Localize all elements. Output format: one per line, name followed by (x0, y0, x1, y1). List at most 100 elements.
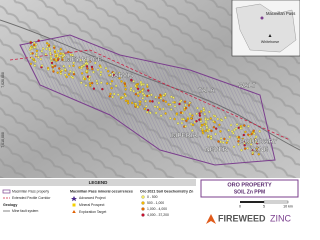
soil-sample (88, 75, 91, 78)
soil-sample (32, 58, 35, 61)
soil-sample (130, 101, 134, 105)
soil-sample (173, 105, 177, 108)
scale-segment (240, 201, 264, 203)
soil-sample (203, 112, 207, 116)
place-label: IMPERIAL (170, 133, 201, 140)
soil-sample (184, 103, 187, 107)
coordinate-label: 7,020,000 (1, 72, 5, 88)
soil-sample (99, 73, 102, 76)
map-page: LIMEY RIDGE JARVIS TALA WALT IMPERIAL NE… (0, 0, 300, 224)
legend-item: Advanced Project (79, 196, 106, 200)
soil-sample (219, 140, 222, 144)
soil-sample (198, 114, 202, 117)
soil-sample (180, 121, 184, 125)
soil-sample (179, 111, 183, 114)
soil-sample (55, 59, 58, 62)
soil-sample (184, 106, 188, 110)
legend-symbol (71, 196, 77, 202)
soil-sample (146, 110, 149, 114)
soil-sample (146, 108, 150, 112)
soil-sample (139, 90, 142, 94)
soil-sample (164, 112, 167, 115)
soil-sample (123, 82, 127, 86)
soil-sample (79, 59, 82, 62)
soil-sample (41, 47, 45, 50)
soil-sample (255, 146, 258, 150)
soil-sample (33, 64, 36, 67)
inset-label: Macmillan Pass (266, 11, 295, 16)
soil-sample (143, 94, 146, 97)
soil-sample (91, 67, 94, 71)
soil-sample (67, 73, 71, 76)
soil-sample (84, 84, 88, 87)
soil-sample (136, 105, 139, 109)
soil-sample (51, 66, 54, 69)
soil-sample (219, 130, 222, 133)
scale-label: 0 (239, 204, 241, 208)
soil-sample (243, 147, 247, 150)
soil-sample (100, 81, 103, 84)
soil-sample (251, 131, 254, 134)
soil-sample (106, 82, 109, 85)
title-frame (200, 179, 299, 198)
soil-sample (117, 93, 120, 96)
soil-sample (240, 149, 243, 152)
legend-symbol (141, 195, 145, 199)
soil-sample (72, 71, 75, 74)
soil-sample (80, 72, 84, 75)
soil-sample (114, 84, 118, 88)
soil-sample (170, 108, 173, 111)
soil-sample (134, 93, 137, 96)
soil-sample (107, 70, 110, 73)
place-label: WALT (238, 83, 256, 90)
soil-sample (206, 130, 210, 133)
soil-sample (109, 82, 112, 86)
soil-sample (183, 100, 187, 103)
soil-sample (29, 41, 32, 44)
soil-sample (224, 116, 227, 119)
soil-sample (237, 136, 241, 139)
soil-sample (45, 47, 48, 51)
legend-swatch (2, 189, 11, 194)
soil-sample (68, 64, 71, 68)
logo-mark (206, 214, 216, 224)
soil-sample (239, 125, 242, 128)
legend-item: Exploration Target (79, 210, 106, 214)
legend-symbol (72, 203, 76, 207)
soil-sample (50, 57, 53, 60)
soil-sample (191, 114, 194, 117)
coordinate-label: 7,010,000 (1, 132, 5, 148)
soil-sample (173, 101, 176, 104)
legend-item: Mineral Prospect (79, 203, 104, 207)
soil-sample (230, 130, 234, 133)
scale-segment (263, 200, 289, 204)
inset-city (268, 34, 272, 37)
soil-sample (232, 145, 236, 148)
soil-sample (30, 56, 34, 60)
soil-sample (250, 143, 253, 146)
soil-sample (202, 107, 205, 110)
scale-bar: 0 5 10 km (239, 200, 293, 208)
soil-sample (218, 123, 221, 127)
soil-sample (132, 80, 135, 83)
soil-sample (145, 105, 148, 108)
soil-sample (250, 132, 253, 136)
soil-sample (80, 81, 83, 84)
inset-label: Whitehorse (261, 40, 279, 44)
soil-sample (96, 68, 100, 71)
soil-sample (148, 100, 152, 103)
soil-sample (64, 68, 67, 71)
soil-sample (214, 132, 217, 136)
soil-sample (48, 48, 51, 52)
soil-sample (92, 70, 95, 74)
soil-sample (67, 58, 70, 61)
soil-sample (170, 95, 173, 98)
soil-sample (164, 100, 167, 103)
soil-sample (54, 55, 57, 58)
soil-sample (220, 119, 223, 122)
soil-sample (29, 62, 33, 65)
soil-sample (89, 60, 92, 63)
soil-sample (124, 84, 127, 88)
soil-sample (159, 97, 163, 100)
soil-sample (82, 64, 86, 67)
